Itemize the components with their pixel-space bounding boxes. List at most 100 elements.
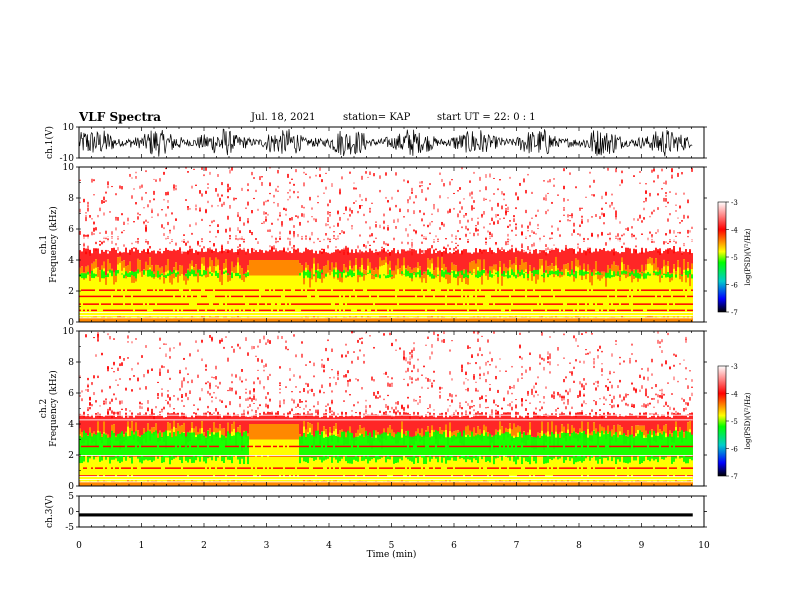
spectrogram-cell (459, 271, 461, 273)
spectrogram-cell (459, 201, 461, 204)
spectrogram-cell (441, 475, 443, 477)
spectrogram-cell (353, 295, 355, 298)
spectrogram-cell (327, 437, 329, 459)
spectrogram-cell (325, 172, 327, 174)
spectrogram-cell (273, 439, 275, 482)
spectrogram-cell (287, 467, 289, 469)
spectrogram-cell (227, 303, 229, 305)
spectrogram-cell (361, 387, 363, 390)
spectrogram-cell (619, 275, 621, 277)
spectrogram-cell (241, 445, 243, 448)
spectrogram-cell (395, 445, 397, 448)
spectrogram-cell (419, 309, 421, 312)
spectrogram-cell (261, 181, 263, 186)
spectrogram-cell (433, 409, 435, 411)
spectrogram-cell (279, 295, 281, 298)
spectrogram-cell (375, 475, 377, 477)
spectrogram-cell (417, 368, 419, 373)
spectrogram-cell (165, 167, 167, 170)
spectrogram-cell (95, 241, 97, 245)
spectrogram-cell (137, 289, 139, 291)
spectrogram-cell (241, 187, 243, 191)
spectrogram-cell (113, 303, 115, 305)
spectrogram-cell (471, 289, 473, 291)
spectrogram-cell (147, 204, 149, 208)
spectrogram-cell (417, 377, 419, 381)
spectrogram-cell (247, 445, 249, 448)
spectrogram-cell (587, 238, 589, 241)
spectrogram-cell (633, 234, 635, 238)
spectrogram-cell (415, 475, 417, 477)
spectrogram-cell (411, 309, 413, 312)
spectrogram-cell (153, 178, 155, 180)
spectrogram-cell (87, 295, 89, 298)
spectrogram-cell (453, 192, 455, 195)
spectrogram-cell (493, 252, 495, 265)
spectrogram-cell (391, 382, 393, 384)
spectrogram-cell (313, 253, 315, 258)
spectrogram-cell (367, 265, 369, 317)
spectrogram-cell (155, 445, 157, 448)
spectrogram-cell (159, 251, 161, 268)
spectrogram-cell (87, 289, 89, 291)
spectrogram-cell (91, 443, 93, 482)
spectrogram-cell (295, 289, 297, 291)
spectrogram-cell (183, 405, 185, 407)
spectrogram-cell (229, 169, 231, 174)
spectrogram-cell (251, 398, 253, 402)
spectrogram-cell (581, 207, 583, 209)
spectrogram-cell (293, 374, 295, 377)
spectrogram-cell (385, 371, 387, 375)
spectrogram-cell (249, 439, 251, 482)
spectrogram-cell (301, 467, 303, 469)
spectrogram-cell (145, 219, 147, 222)
spectrogram-cell (535, 283, 537, 319)
spectrogram-cell (121, 362, 123, 366)
spectrogram-cell (549, 303, 551, 305)
spectrogram-cell (427, 336, 429, 339)
spectrogram-cell (309, 309, 311, 312)
spectrogram-cell (117, 303, 119, 305)
spectrogram-cell (597, 234, 599, 239)
spectrogram-cell (95, 227, 97, 231)
spectrogram-cell (633, 273, 635, 277)
spectrogram-cell (585, 279, 587, 318)
spectrogram-cell (437, 251, 439, 257)
spectrogram-cell (411, 187, 413, 192)
spectrogram-cell (217, 475, 219, 477)
spectrogram-cell (443, 270, 445, 317)
spectrogram-cell (175, 270, 177, 317)
spectrogram-cell (249, 390, 251, 395)
spectrogram-cell (347, 467, 349, 469)
spectrogram-cell (607, 167, 609, 171)
spectrogram-cell (359, 337, 361, 340)
spectrogram-cell (491, 273, 493, 318)
spectrogram-cell (131, 341, 133, 344)
spectrogram-cell (393, 237, 395, 241)
spectrogram-cell (425, 198, 427, 201)
spectrogram-cell (551, 270, 553, 275)
spectrogram-cell (181, 383, 183, 388)
spectrogram-cell (193, 309, 195, 312)
spectrogram-cell (627, 289, 629, 291)
spectrogram-cell (111, 270, 113, 277)
spectrogram-cell (239, 216, 241, 220)
spectrogram-cell (97, 432, 99, 456)
spectrogram-cell (297, 467, 299, 469)
spectrogram-cell (143, 249, 145, 270)
spectrogram-cell (513, 218, 515, 222)
spectrogram-cell (503, 295, 505, 298)
spectrogram-cell (415, 272, 417, 278)
spectrogram-cell (359, 204, 361, 209)
spectrogram-cell (491, 233, 493, 236)
spectrogram-cell (579, 233, 581, 237)
spectrogram-cell (211, 338, 213, 342)
spectrogram-cell (235, 414, 237, 436)
spectrogram-cell (243, 281, 245, 318)
spectrogram-cell (93, 445, 95, 448)
spectrogram-cell (139, 405, 141, 409)
spectrogram-cell (263, 386, 265, 388)
spectrogram-cell (127, 289, 129, 291)
spectrogram-cell (349, 475, 351, 477)
spectrogram-cell (109, 445, 111, 448)
